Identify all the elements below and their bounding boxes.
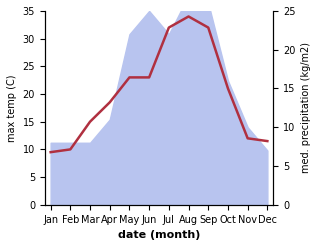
Y-axis label: med. precipitation (kg/m2): med. precipitation (kg/m2) [301, 42, 311, 173]
Y-axis label: max temp (C): max temp (C) [7, 74, 17, 142]
X-axis label: date (month): date (month) [118, 230, 200, 240]
